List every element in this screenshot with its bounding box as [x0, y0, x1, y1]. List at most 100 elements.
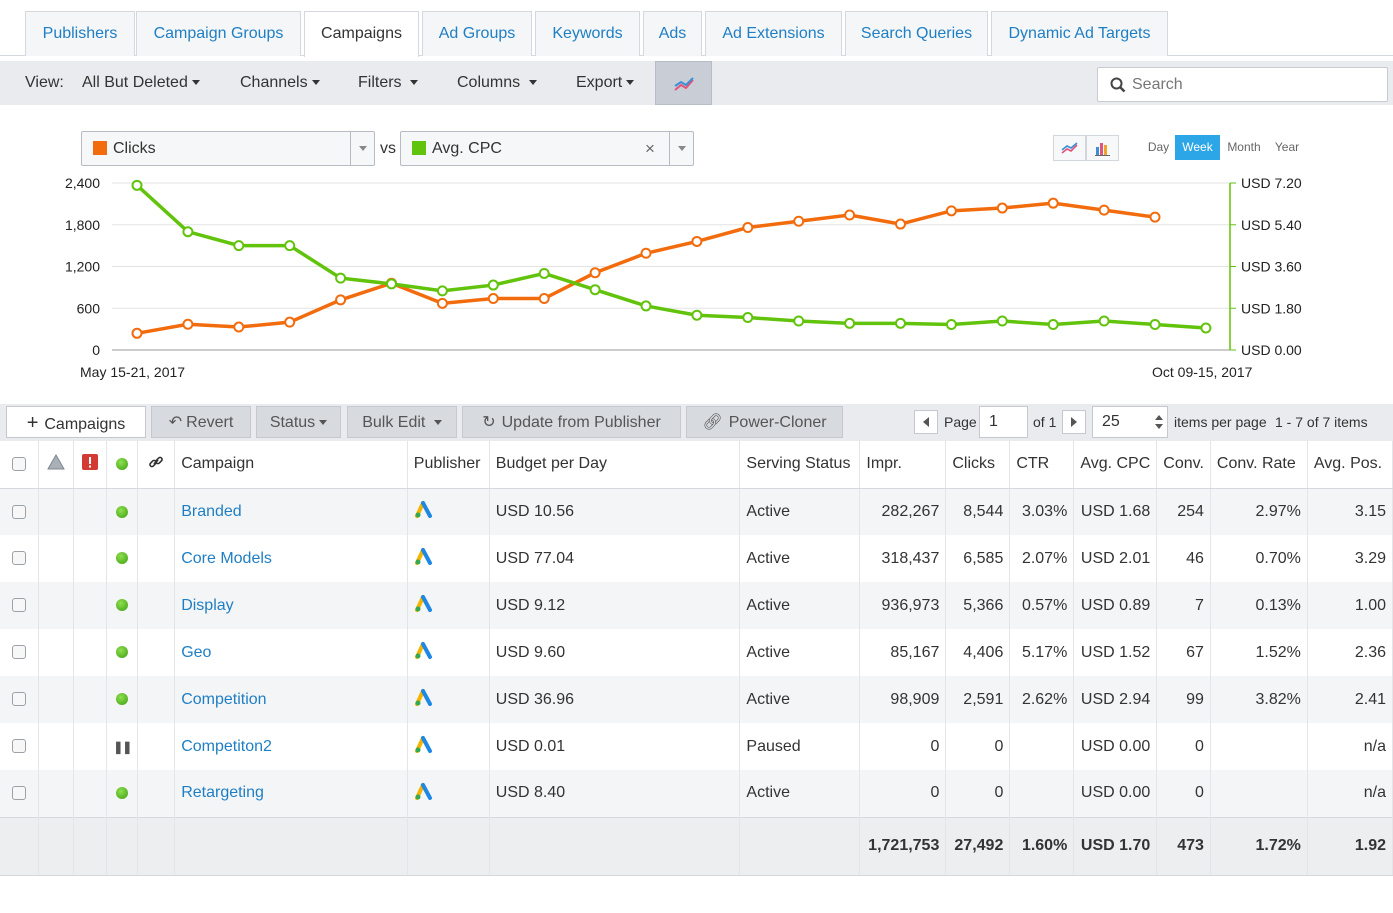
page-input[interactable]: 1: [979, 406, 1028, 438]
budget-header[interactable]: Budget per Day: [489, 441, 741, 489]
next-page-button[interactable]: [1062, 410, 1086, 434]
chart-toggle-button[interactable]: [655, 61, 712, 105]
tab-ads[interactable]: Ads: [643, 11, 702, 56]
budget-cell[interactable]: USD 77.04: [489, 535, 741, 582]
status-cell[interactable]: [106, 535, 139, 582]
campaign-link[interactable]: Competition: [181, 690, 267, 708]
tab-campaigns[interactable]: Campaigns: [304, 11, 419, 57]
chevron-down-icon[interactable]: [350, 132, 374, 165]
conv-rate-header[interactable]: Conv. Rate: [1210, 441, 1308, 489]
row-checkbox[interactable]: [12, 598, 27, 613]
view-dropdown[interactable]: All But Deleted: [82, 61, 200, 105]
tab-ad-extensions[interactable]: Ad Extensions: [705, 11, 842, 56]
table-row[interactable]: ❚❚ Competiton2 USD 0.01 Paused 0 0 USD 0.00 0 n/…: [0, 723, 1393, 770]
period-week[interactable]: Week: [1175, 135, 1220, 160]
metric2-select[interactable]: Avg. CPC: [400, 131, 694, 166]
status-cell[interactable]: [106, 629, 139, 676]
per-page-select[interactable]: 25: [1092, 406, 1168, 438]
period-day[interactable]: Day: [1147, 140, 1170, 154]
export-dropdown[interactable]: Export: [576, 61, 635, 105]
add-campaign-button[interactable]: + Campaigns: [6, 406, 146, 438]
ctr-header[interactable]: CTR: [1009, 441, 1075, 489]
campaign-link[interactable]: Competiton2: [181, 737, 272, 755]
table-row[interactable]: Display USD 9.12 Active 936,973 5,366 0.57% US…: [0, 582, 1393, 629]
metric1-select[interactable]: Clicks: [81, 131, 375, 166]
data-point: [182, 318, 194, 330]
add-campaign-label: Campaigns: [44, 416, 126, 433]
publisher-header[interactable]: Publisher: [407, 441, 490, 489]
tab-publishers[interactable]: Publishers: [25, 11, 135, 56]
link-column-header[interactable]: [137, 441, 176, 489]
campaign-link[interactable]: Display: [181, 596, 234, 614]
tab-campaign-groups[interactable]: Campaign Groups: [136, 11, 301, 56]
revert-button[interactable]: ↶ Revert: [151, 406, 251, 438]
serving-status-header[interactable]: Serving Status: [739, 441, 861, 489]
budget-cell[interactable]: USD 10.56: [489, 488, 741, 535]
impr-header[interactable]: Impr.: [859, 441, 947, 489]
chevron-down-icon[interactable]: [669, 132, 693, 165]
prev-page-button[interactable]: [914, 410, 938, 434]
clicks-header[interactable]: Clicks: [945, 441, 1011, 489]
serving-status-cell: Paused: [739, 723, 861, 770]
period-year[interactable]: Year: [1274, 140, 1300, 154]
bulk-edit-dropdown[interactable]: Bulk Edit: [347, 406, 457, 438]
budget-cell[interactable]: USD 8.40: [489, 770, 741, 817]
search-input[interactable]: Search: [1097, 67, 1388, 102]
status-cell[interactable]: [106, 582, 139, 629]
power-cloner-button[interactable]: 🔗︎ Power-Cloner: [686, 406, 843, 438]
budget-cell[interactable]: USD 36.96: [489, 676, 741, 723]
tab-dynamic-ad-targets[interactable]: Dynamic Ad Targets: [991, 11, 1168, 56]
status-cell[interactable]: [106, 770, 139, 817]
row-checkbox[interactable]: [12, 786, 27, 801]
select-all-checkbox[interactable]: [12, 457, 27, 472]
clear-metric-icon[interactable]: ×: [645, 139, 655, 158]
filters-dropdown[interactable]: Filters: [358, 61, 419, 105]
tab-keywords[interactable]: Keywords: [535, 11, 640, 56]
campaign-header[interactable]: Campaign: [174, 441, 408, 489]
avg-pos-header[interactable]: Avg. Pos.: [1307, 441, 1393, 489]
row-checkbox[interactable]: [12, 645, 27, 660]
clicks-cell: 6,585: [945, 535, 1011, 582]
table-row[interactable]: Competition USD 36.96 Active 98,909 2,591 2.6…: [0, 676, 1393, 723]
data-point: [233, 240, 245, 252]
table-row[interactable]: Geo USD 9.60 Active 85,167 4,406 5.17% USD 1.5…: [0, 629, 1393, 676]
metric2-label: Avg. CPC: [432, 140, 502, 157]
campaign-link[interactable]: Core Models: [181, 549, 272, 567]
bar-view-toggle[interactable]: [1086, 135, 1119, 161]
avg-cpc-header[interactable]: Avg. CPC: [1073, 441, 1158, 489]
per-page-value: 25: [1102, 413, 1120, 430]
tab-ad-groups[interactable]: Ad Groups: [422, 11, 532, 56]
tab-search-queries[interactable]: Search Queries: [845, 11, 988, 56]
status-cell[interactable]: [106, 676, 139, 723]
status-column-header[interactable]: [106, 441, 139, 489]
budget-cell[interactable]: USD 0.01: [489, 723, 741, 770]
table-row[interactable]: Retargeting USD 8.40 Active 0 0 USD 0.00 0 n/a: [0, 770, 1393, 817]
row-checkbox[interactable]: [12, 504, 27, 519]
status-dropdown[interactable]: Status: [256, 406, 341, 438]
row-checkbox[interactable]: [12, 551, 27, 566]
error-column-header[interactable]: [73, 441, 108, 489]
channels-dropdown[interactable]: Channels: [240, 61, 320, 105]
conv-rate-cell: [1210, 770, 1308, 817]
budget-cell[interactable]: USD 9.60: [489, 629, 741, 676]
line-view-toggle[interactable]: [1053, 135, 1086, 161]
row-checkbox[interactable]: [12, 692, 27, 707]
data-point: [1149, 318, 1161, 330]
data-point: [691, 235, 703, 247]
campaign-link[interactable]: Branded: [181, 502, 242, 520]
budget-cell[interactable]: USD 9.12: [489, 582, 741, 629]
campaign-link[interactable]: Geo: [181, 643, 212, 661]
total-conv-rate: 1.72%: [1210, 816, 1308, 876]
campaign-link[interactable]: Retargeting: [181, 784, 264, 802]
status-cell[interactable]: ❚❚: [106, 723, 139, 770]
table-row[interactable]: Branded USD 10.56 Active 282,267 8,544 3.03% U…: [0, 488, 1393, 535]
update-from-publisher-button[interactable]: ↻ Update from Publisher: [462, 406, 681, 438]
warning-column-header[interactable]: [38, 441, 75, 489]
table-row[interactable]: Core Models USD 77.04 Active 318,437 6,585 2.…: [0, 535, 1393, 582]
columns-dropdown[interactable]: Columns: [457, 61, 537, 105]
row-checkbox[interactable]: [12, 739, 27, 754]
status-cell[interactable]: [106, 488, 139, 535]
conv-header[interactable]: Conv.: [1156, 441, 1211, 489]
link-cell: [137, 676, 176, 723]
period-month[interactable]: Month: [1227, 140, 1261, 154]
